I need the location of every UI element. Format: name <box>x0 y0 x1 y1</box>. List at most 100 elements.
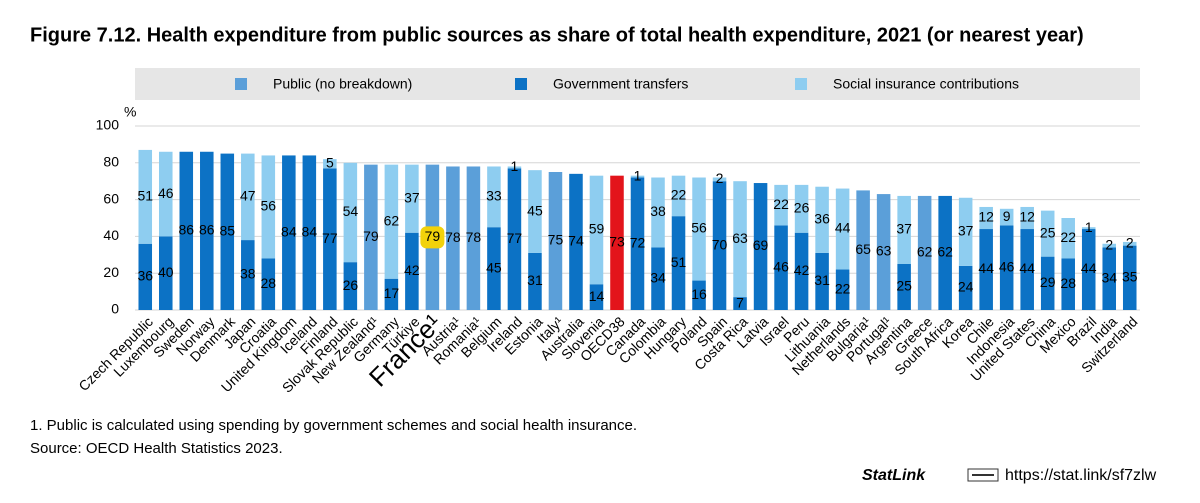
y-tick-label: 60 <box>103 190 119 206</box>
bar-segment <box>999 225 1014 310</box>
bar-segment <box>1081 227 1096 230</box>
label-highlight <box>420 226 445 249</box>
value-label: 78 <box>466 229 482 245</box>
value-label: 77 <box>507 230 523 246</box>
value-label: 7 <box>736 294 744 310</box>
statlink-brand: StatLink <box>862 467 926 484</box>
bar-segment <box>487 166 501 228</box>
value-label: 12 <box>978 209 994 225</box>
bar-segment <box>220 153 235 310</box>
legend-swatch <box>235 78 247 90</box>
bar-segment <box>507 166 522 169</box>
bar-segment <box>1102 247 1117 310</box>
bar-segment <box>753 183 768 310</box>
bar-segment <box>1122 245 1137 310</box>
statlink-icon <box>967 468 999 482</box>
value-label: 79 <box>363 228 379 244</box>
bar-segment <box>1061 258 1075 310</box>
value-label: 2 <box>1126 234 1134 250</box>
value-label: 56 <box>691 220 707 236</box>
value-label: 36 <box>814 211 830 227</box>
bar-segment <box>569 173 583 310</box>
bar-segment <box>651 177 665 248</box>
bar-segment <box>179 151 194 310</box>
bar-segment <box>1102 243 1117 248</box>
bar-segment <box>158 151 173 237</box>
value-label: 37 <box>958 223 974 239</box>
y-tick-label: 0 <box>111 301 119 317</box>
value-label: 47 <box>240 188 256 204</box>
bar-segment <box>671 216 686 310</box>
value-label: 79 <box>425 228 441 244</box>
value-label: 65 <box>855 241 871 257</box>
value-label: 9 <box>1003 208 1011 224</box>
bar-segment <box>158 236 173 310</box>
value-label: 54 <box>343 203 359 219</box>
bar-segment <box>897 264 911 310</box>
statlink-url[interactable]: https://stat.link/sf7zlw <box>1005 467 1157 484</box>
y-tick-label: 40 <box>103 227 119 243</box>
value-label: 86 <box>178 222 194 238</box>
bar-segment <box>733 181 747 298</box>
value-label: 51 <box>671 254 687 270</box>
value-label: 72 <box>630 234 646 250</box>
legend-label: Social insurance contributions <box>833 76 1019 92</box>
value-label: 42 <box>794 262 810 278</box>
bar-segment <box>630 175 645 178</box>
legend-label: Government transfers <box>553 76 688 92</box>
value-label: 26 <box>343 277 359 293</box>
value-label: 38 <box>240 266 256 282</box>
value-label: 24 <box>958 279 974 295</box>
value-label: 70 <box>712 236 728 252</box>
value-label: 38 <box>650 203 666 219</box>
bar-segment <box>835 269 850 310</box>
value-label: 12 <box>1019 209 1035 225</box>
bar-segment <box>261 258 276 310</box>
bar-segment <box>507 168 522 310</box>
bar-segment <box>1020 206 1034 230</box>
value-label: 56 <box>261 198 277 214</box>
value-label: 37 <box>404 189 420 205</box>
bar-segment <box>835 188 850 270</box>
legend-swatch <box>515 78 527 90</box>
legend-label: Public (no breakdown) <box>273 76 412 92</box>
value-label: 46 <box>999 258 1015 274</box>
chart-title: Figure 7.12. Health expenditure from pub… <box>30 24 1084 46</box>
bar-segment <box>487 227 501 310</box>
value-label: 44 <box>978 260 994 276</box>
bar-segment <box>815 186 829 253</box>
value-label: 63 <box>876 243 892 259</box>
bar-segment <box>323 168 337 310</box>
bar-segment <box>610 175 624 310</box>
bar-segment <box>958 197 973 266</box>
bar-segment <box>794 232 809 310</box>
bar-segment <box>692 177 706 281</box>
value-label: 84 <box>281 223 297 239</box>
bar-segment <box>1122 241 1137 246</box>
bar-segment <box>979 229 993 310</box>
bar-segment <box>241 240 255 310</box>
bar-segment <box>856 190 870 310</box>
value-label: 26 <box>794 200 810 216</box>
bar-segment <box>712 177 727 182</box>
y-axis-label: % <box>124 104 136 120</box>
footnote: 1. Public is calculated using spending b… <box>30 417 637 434</box>
value-label: 74 <box>568 233 584 249</box>
bar-segment <box>446 166 460 310</box>
bar-segment <box>1040 210 1055 257</box>
value-label: 1 <box>1085 219 1093 235</box>
bar-segment <box>282 155 296 310</box>
value-label: 59 <box>589 221 605 237</box>
y-tick-label: 100 <box>96 117 120 133</box>
bar-segment <box>876 194 891 310</box>
value-label: 5 <box>326 154 334 170</box>
value-label: 22 <box>835 280 851 296</box>
value-label: 86 <box>199 222 215 238</box>
value-label: 75 <box>548 232 564 248</box>
bar-segment <box>405 232 419 310</box>
value-label: 63 <box>732 230 748 246</box>
bar-segment <box>528 170 542 253</box>
bar-segment <box>651 247 665 310</box>
value-label: 25 <box>896 278 912 294</box>
source: Source: OECD Health Statistics 2023. <box>30 440 283 457</box>
